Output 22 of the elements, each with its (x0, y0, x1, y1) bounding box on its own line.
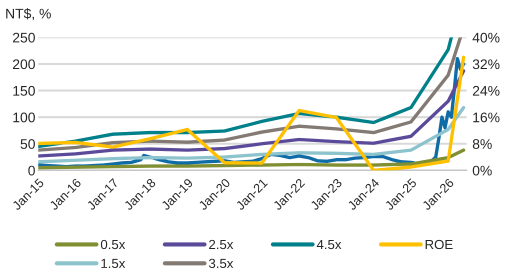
y-tick-label: 100 (13, 112, 35, 122)
y-tick-label: 200 (13, 59, 35, 70)
y2-tick-label: 0% (472, 166, 492, 176)
y-tick-label: 50 (20, 139, 35, 149)
y2-tick-label: 32% (472, 59, 500, 70)
y2-tick-label: 24% (472, 86, 500, 96)
y-tick-label: 250 (13, 32, 35, 43)
line-series (38, 106, 466, 164)
legend-label: 2.5x (209, 240, 234, 250)
legend-label: 0.5x (100, 240, 126, 250)
y2-tick-label: 8% (472, 139, 492, 149)
legend-label: ROE (426, 240, 453, 250)
y-axis-title: NT$, % (6, 8, 51, 20)
legend-label: 3.5x (208, 258, 234, 268)
legend-label: 1.5x (101, 258, 126, 268)
y2-tick-label: 40% (472, 32, 500, 43)
line-series (38, 148, 466, 170)
y-tick-label: 0 (28, 166, 35, 176)
y2-tick-label: 16% (473, 112, 500, 122)
legend-label: 4.5x (316, 240, 342, 250)
y-tick-label: 150 (13, 86, 35, 96)
line-series (38, 69, 466, 158)
